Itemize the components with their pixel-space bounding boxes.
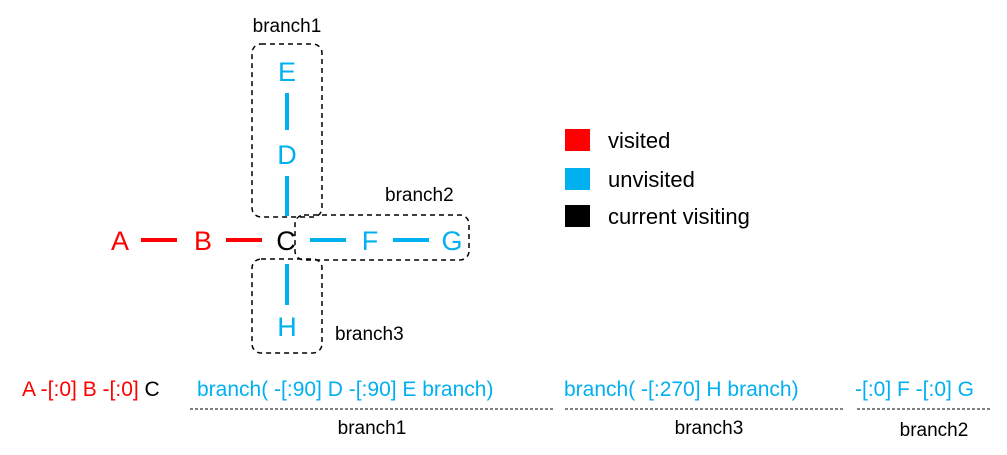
sequence-label-branch1: branch1 [338,418,407,439]
legend: visited unvisited current visiting [565,128,750,229]
node-h: H [277,312,297,342]
branch-boxes [251,43,470,354]
node-d: D [277,140,297,170]
legend-label-visited: visited [608,128,670,153]
branch3-label: branch3 [335,324,404,345]
node-a: A [111,226,129,256]
branch2-box [294,214,470,261]
sequence-branch2: -[:0] F -[:0] G [855,378,974,401]
sequence-line: A -[:0] B -[:0] C branch( -[:90] D -[:90… [22,378,974,401]
legend-swatch-current [565,205,590,227]
sequence-label-branch2: branch2 [900,420,969,441]
legend-swatch-unvisited [565,168,590,190]
branch1-box [251,43,323,218]
nodes: A B C F G D E H [111,57,463,342]
legend-label-current: current visiting [608,204,750,229]
node-f: F [362,226,379,256]
legend-swatch-visited [565,129,590,151]
edges [141,93,429,305]
sequence-branch3: branch( -[:270] H branch) [564,378,799,401]
node-g: G [441,226,462,256]
sequence-label-branch3: branch3 [675,418,744,439]
node-c: C [276,226,296,256]
sequence-branch1: branch( -[:90] D -[:90] E branch) [197,378,493,401]
sequence-current: C [145,378,166,401]
branch3-box [251,258,323,354]
node-b: B [194,226,212,256]
sequence-visited: A -[:0] B -[:0] [22,378,145,401]
branch2-label: branch2 [385,185,454,206]
node-e: E [278,57,296,87]
branch1-label: branch1 [253,16,322,37]
legend-label-unvisited: unvisited [608,167,695,192]
